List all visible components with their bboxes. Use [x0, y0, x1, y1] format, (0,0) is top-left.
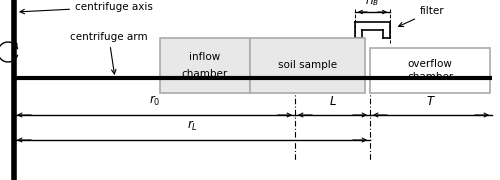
- Text: centrifuge axis: centrifuge axis: [20, 2, 153, 14]
- Text: inflow: inflow: [190, 52, 220, 62]
- Bar: [160, 38, 250, 93]
- Bar: [370, 48, 490, 93]
- Text: $r_L$: $r_L$: [186, 119, 198, 133]
- Text: chamber: chamber: [182, 69, 228, 79]
- Text: filter: filter: [398, 6, 444, 26]
- Text: overflow: overflow: [408, 59, 453, 69]
- Text: $T$: $T$: [426, 95, 436, 108]
- Text: $L$: $L$: [328, 95, 336, 108]
- Text: centrifuge arm: centrifuge arm: [70, 32, 148, 74]
- Text: $H_B$: $H_B$: [366, 0, 380, 8]
- Bar: [250, 38, 365, 93]
- Text: $r_0$: $r_0$: [149, 94, 160, 108]
- Text: soil sample: soil sample: [278, 60, 337, 71]
- Text: chamber: chamber: [407, 72, 453, 82]
